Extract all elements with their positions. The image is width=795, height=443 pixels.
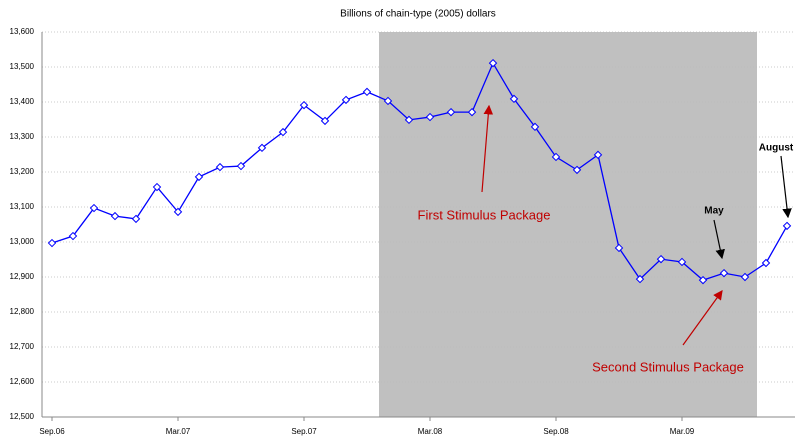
data-point	[299, 100, 309, 110]
y-tick-label: 12,700	[10, 342, 35, 351]
data-point	[698, 275, 708, 285]
x-tick-label: Sep.06	[39, 427, 65, 436]
data-point	[635, 274, 645, 284]
data-point	[593, 150, 603, 160]
data-point	[278, 127, 288, 137]
data-point	[425, 112, 435, 122]
annotation-arrow	[780, 155, 792, 219]
data-point	[47, 238, 57, 248]
y-tick-label: 12,600	[10, 377, 35, 386]
x-tick-label: Mar.09	[670, 427, 695, 436]
data-point	[257, 143, 267, 153]
recession-shade	[379, 32, 757, 417]
data-point	[110, 211, 120, 221]
annotation: May	[704, 206, 724, 217]
annotation-arrow	[682, 290, 723, 346]
data-point	[530, 122, 540, 132]
y-tick-label: 13,400	[10, 97, 35, 106]
data-point	[194, 172, 204, 182]
x-tick-label: Mar.08	[418, 427, 443, 436]
y-tick-label: 12,800	[10, 307, 35, 316]
data-point	[152, 182, 162, 192]
data-point	[509, 94, 519, 104]
data-point	[341, 95, 351, 105]
data-point	[614, 243, 624, 253]
x-tick-label: Sep.08	[543, 427, 569, 436]
annotation: Second Stimulus Package	[592, 359, 744, 374]
y-tick-label: 13,300	[10, 132, 35, 141]
annotation-arrow	[713, 219, 725, 260]
data-point	[131, 214, 141, 224]
annotation: First Stimulus Package	[418, 207, 551, 222]
y-tick-label: 13,500	[10, 62, 35, 71]
data-point	[89, 203, 99, 213]
data-point	[68, 231, 78, 241]
data-point	[488, 58, 498, 68]
data-point	[782, 221, 792, 231]
annotation: August	[759, 143, 794, 154]
data-point	[320, 116, 330, 126]
y-tick-label: 12,500	[10, 412, 35, 421]
data-point	[761, 258, 771, 268]
chart-title: Billions of chain-type (2005) dollars	[340, 9, 496, 20]
data-point	[719, 268, 729, 278]
data-point	[467, 107, 477, 117]
data-point	[740, 272, 750, 282]
data-point	[173, 207, 183, 217]
data-point	[383, 96, 393, 106]
annotation-arrow	[481, 104, 494, 193]
data-point	[677, 257, 687, 267]
y-tick-label: 12,900	[10, 272, 35, 281]
x-tick-label: Sep.07	[291, 427, 317, 436]
y-tick-label: 13,000	[10, 237, 35, 246]
data-point	[656, 254, 666, 264]
data-point	[215, 162, 225, 172]
y-tick-label: 13,600	[10, 27, 35, 36]
data-point	[572, 165, 582, 175]
x-tick-label: Mar.07	[166, 427, 191, 436]
y-tick-label: 13,200	[10, 167, 35, 176]
data-point	[404, 115, 414, 125]
data-point	[236, 161, 246, 171]
y-tick-label: 13,100	[10, 202, 35, 211]
data-point	[446, 107, 456, 117]
data-point	[551, 152, 561, 162]
data-point	[362, 87, 372, 97]
